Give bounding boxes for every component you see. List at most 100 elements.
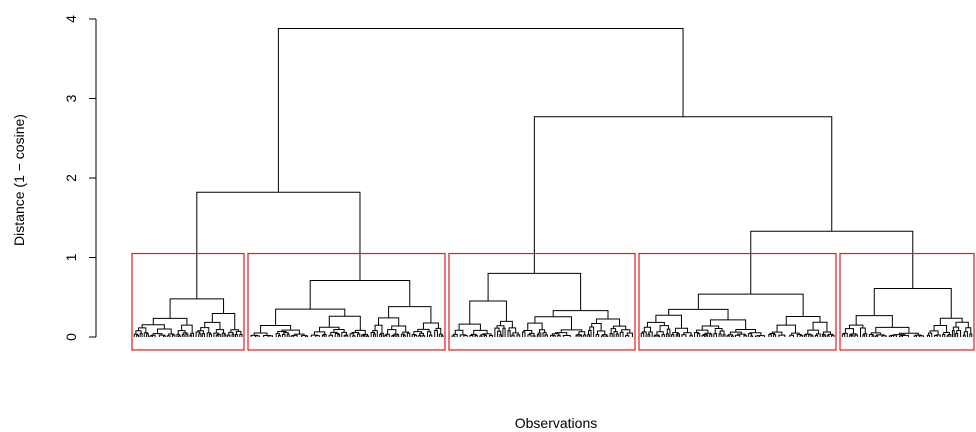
- y-axis-label: Distance (1 − cosine): [11, 114, 27, 246]
- dendrogram-link-295: [888, 335, 893, 337]
- dendrogram-link-227: [702, 333, 708, 336]
- dendrogram-link-50: [254, 335, 260, 337]
- dendrogram-link-185: [602, 334, 608, 336]
- dendrogram-link-103: [396, 334, 400, 337]
- dendrogram-link-153: [500, 320, 513, 328]
- dendrogram-link-40: [204, 321, 221, 330]
- dendrogram-link-101: [391, 335, 395, 337]
- dendrogram-link-110: [391, 325, 407, 333]
- y-tick-label-1: 1: [63, 253, 79, 261]
- dendrogram-link-278: [841, 333, 846, 337]
- dendrogram-link-43: [228, 331, 234, 336]
- dendrogram-link-318: [955, 333, 959, 337]
- dendrogram-link-26: [152, 317, 188, 326]
- dendrogram-link-83: [349, 333, 355, 337]
- dendrogram-link-90: [354, 329, 366, 335]
- dendrogram-link-97: [380, 332, 384, 337]
- dendrogram-link-241: [743, 334, 747, 337]
- dendrogram-link-223: [696, 333, 701, 337]
- dendrogram-link-85: [351, 332, 360, 334]
- dendrogram-link-64: [301, 335, 308, 337]
- dendrogram-link-188: [609, 333, 613, 337]
- dendrogram-link-221: [674, 327, 688, 333]
- cluster-boxes: [131, 252, 975, 351]
- dendrogram-link-275: [812, 321, 828, 333]
- dendrogram-link-146: [502, 327, 506, 337]
- dendrogram-link-24: [190, 332, 195, 337]
- dendrogram-link-154: [469, 300, 507, 325]
- dendrogram-link-282: [854, 334, 859, 337]
- dendrogram-link-177: [560, 329, 583, 333]
- dendrogram-link-307: [926, 334, 931, 337]
- dendrogram-link-297: [891, 334, 897, 337]
- dendrogram-link-322: [963, 331, 968, 337]
- dendrogram-link-206: [657, 335, 661, 337]
- dendrogram-link-37: [223, 334, 227, 337]
- dendrogram-link-51: [250, 334, 258, 337]
- dendrogram-link-242: [737, 333, 746, 336]
- dendrogram-link-202: [647, 333, 651, 337]
- dendrogram-link-170: [562, 335, 571, 337]
- dendrogram-link-127: [309, 280, 411, 310]
- dendrogram-link-58: [286, 333, 290, 337]
- dendrogram-link-117: [413, 331, 423, 335]
- dendrogram-link-175: [583, 334, 587, 337]
- dendrogram-link-290: [868, 334, 874, 337]
- dendrogram-link-149: [511, 334, 515, 337]
- dendrogram-link-230: [696, 329, 709, 334]
- dendrogram-link-252: [768, 334, 772, 337]
- y-tick-label-3: 3: [63, 94, 79, 102]
- dendrogram-link-88: [366, 335, 370, 337]
- dendrogram-link-25: [181, 324, 193, 334]
- dendrogram-link-287: [860, 327, 866, 337]
- dendrogram-link-44: [234, 333, 238, 337]
- y-tick-label-0: 0: [63, 333, 79, 341]
- dendrogram-link-255: [778, 334, 786, 337]
- dendrogram-link-33: [200, 327, 210, 333]
- dendrogram-link-108: [406, 332, 411, 337]
- dendrogram-link-95: [372, 330, 378, 337]
- dendrogram-link-305: [875, 326, 910, 334]
- dendrogram-link-213: [646, 321, 665, 328]
- dendrogram-link-100: [385, 333, 390, 337]
- dendrogram-link-158: [528, 332, 535, 336]
- dendrogram-link-99: [384, 334, 388, 337]
- dendrogram-link-136: [479, 335, 483, 337]
- dendrogram-link-222: [655, 314, 682, 329]
- dendrogram-link-70: [321, 334, 325, 337]
- dendrogram-link-231: [713, 333, 718, 337]
- cluster-box-3: [448, 252, 636, 351]
- dendrogram-link-320: [952, 326, 960, 331]
- dendrogram-link-36: [213, 332, 220, 337]
- dendrogram-link-232: [718, 333, 722, 337]
- dendrogram-link-38: [221, 332, 226, 337]
- dendrogram-link-13: [172, 334, 176, 337]
- dendrogram-link-186: [596, 330, 606, 335]
- dendrogram-link-46: [235, 331, 242, 335]
- dendrogram-link-39: [215, 329, 225, 334]
- dendrogram-link-292: [881, 335, 887, 337]
- dendrogram-link-220: [683, 332, 692, 336]
- dendrogram-link-80: [333, 328, 345, 333]
- dendrogram-link-142: [458, 323, 481, 331]
- dendrogram-link-91: [328, 315, 361, 331]
- dendrogram-link-55: [278, 334, 281, 337]
- dendrogram-link-68: [315, 335, 320, 337]
- dendrogram-link-172: [575, 334, 579, 337]
- dendrogram-link-245: [747, 333, 753, 337]
- dendrogram-link-155: [522, 331, 526, 337]
- dendrogram-link-67: [260, 325, 292, 333]
- dendrogram-link-0: [136, 334, 140, 337]
- dendrogram-link-258: [799, 335, 804, 337]
- dendrogram-link-106: [402, 334, 406, 337]
- dendrogram-link-94: [370, 331, 375, 337]
- dendrogram-link-156: [527, 334, 532, 337]
- dendrogram-link-157: [532, 335, 536, 337]
- dendrogram-link-27: [198, 333, 202, 337]
- dendrogram-link-114: [418, 335, 422, 337]
- dendrogram-link-259: [796, 333, 802, 337]
- dendrogram-link-57: [281, 333, 286, 337]
- dendrogram-link-240: [734, 334, 741, 337]
- dendrogram-link-285: [862, 334, 866, 337]
- dendrogram-link-224: [694, 332, 700, 337]
